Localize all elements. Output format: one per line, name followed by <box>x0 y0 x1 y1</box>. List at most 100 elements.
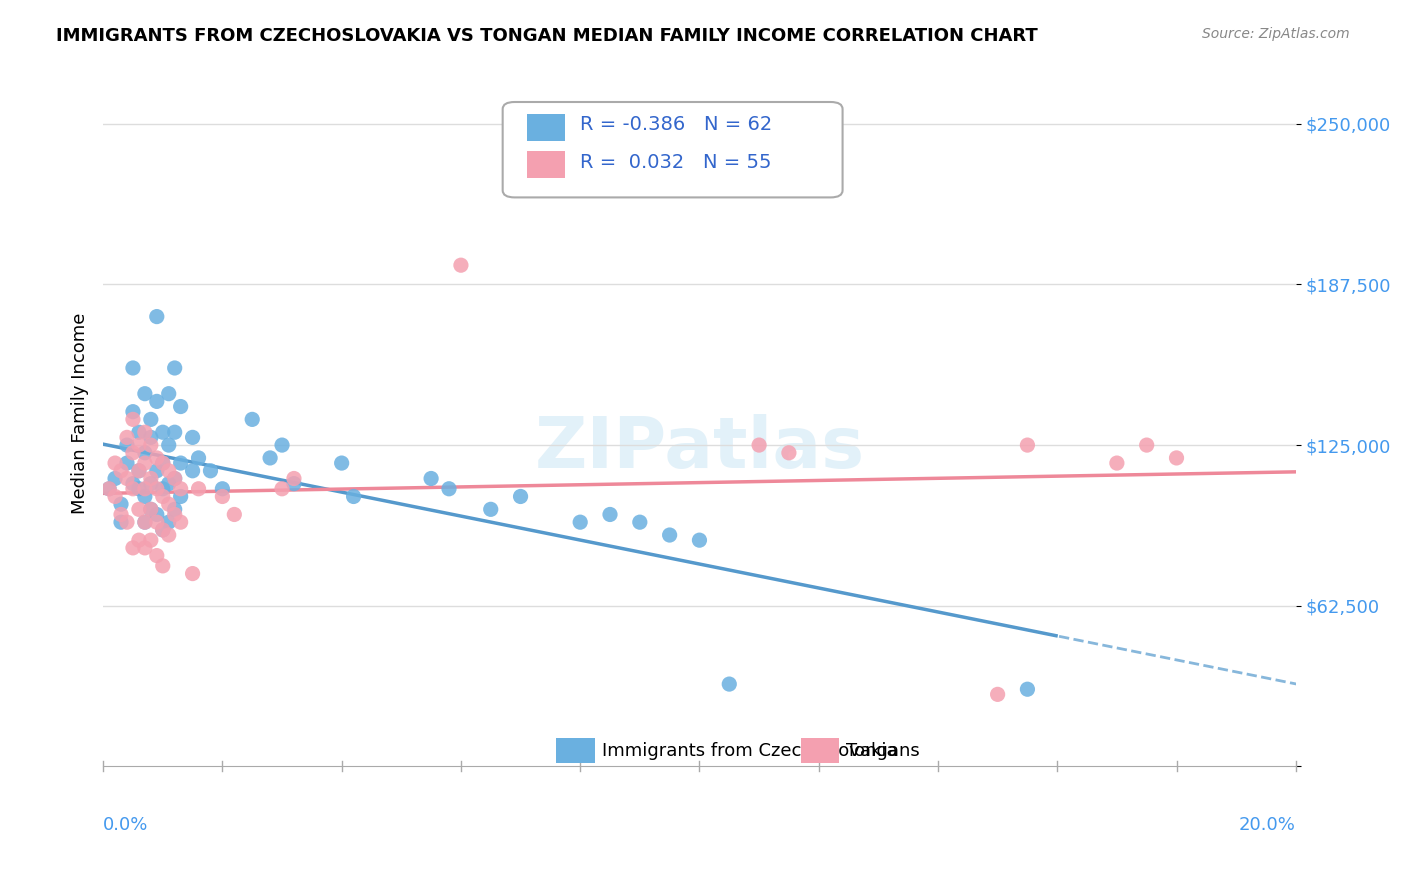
Point <box>187 450 209 465</box>
Point <box>157 476 180 491</box>
Point <box>146 450 169 465</box>
Text: 0.0%: 0.0% <box>103 816 149 834</box>
Point <box>122 541 145 555</box>
Point <box>224 508 246 522</box>
Text: Tongans: Tongans <box>846 742 920 760</box>
Point <box>259 450 281 465</box>
Point <box>599 508 621 522</box>
Point <box>181 430 204 444</box>
Point <box>211 490 233 504</box>
Point <box>122 412 145 426</box>
Text: R = -0.386   N = 62: R = -0.386 N = 62 <box>581 115 772 134</box>
Text: Source: ZipAtlas.com: Source: ZipAtlas.com <box>1202 27 1350 41</box>
Point <box>128 464 150 478</box>
Point <box>987 687 1010 701</box>
Point <box>139 502 162 516</box>
Point <box>128 425 150 440</box>
Point <box>163 508 186 522</box>
Point <box>658 528 681 542</box>
Text: ZIPatlas: ZIPatlas <box>534 414 865 483</box>
Point <box>122 405 145 419</box>
Point <box>134 482 156 496</box>
Point <box>128 482 150 496</box>
Text: R =  0.032   N = 55: R = 0.032 N = 55 <box>581 153 772 171</box>
Point <box>157 528 180 542</box>
Point <box>163 471 186 485</box>
Point <box>146 310 169 324</box>
Point <box>1017 438 1039 452</box>
Point <box>152 523 174 537</box>
Point <box>240 412 263 426</box>
Point <box>163 425 186 440</box>
Point <box>152 523 174 537</box>
Point <box>181 566 204 581</box>
Point <box>163 471 186 485</box>
Point <box>122 482 145 496</box>
Point <box>437 482 460 496</box>
Point <box>134 456 156 470</box>
Point <box>152 456 174 470</box>
FancyBboxPatch shape <box>503 102 842 197</box>
Point <box>157 497 180 511</box>
Point <box>128 438 150 452</box>
Point <box>181 464 204 478</box>
Point <box>718 677 741 691</box>
Point <box>146 508 169 522</box>
Point <box>163 502 186 516</box>
Point <box>688 533 710 548</box>
Point <box>152 425 174 440</box>
Point <box>169 490 191 504</box>
Point <box>169 515 191 529</box>
Point <box>330 456 353 470</box>
Point <box>146 394 169 409</box>
Point <box>115 438 138 452</box>
Point <box>146 549 169 563</box>
Point <box>139 476 162 491</box>
Point <box>134 446 156 460</box>
Point <box>128 464 150 478</box>
Text: Immigrants from Czechoslovakia: Immigrants from Czechoslovakia <box>602 742 897 760</box>
Point <box>146 515 169 529</box>
FancyBboxPatch shape <box>526 114 565 141</box>
Point <box>283 471 305 485</box>
Point <box>146 464 169 478</box>
FancyBboxPatch shape <box>557 738 595 763</box>
Point <box>134 386 156 401</box>
Point <box>163 361 186 376</box>
Point <box>98 482 121 496</box>
Point <box>128 533 150 548</box>
Point <box>157 515 180 529</box>
Point <box>169 456 191 470</box>
Point <box>139 533 162 548</box>
Point <box>104 456 127 470</box>
Point <box>200 464 222 478</box>
Point <box>122 446 145 460</box>
Point <box>110 508 132 522</box>
Point <box>152 490 174 504</box>
Point <box>134 541 156 555</box>
Point <box>778 446 800 460</box>
Point <box>157 464 180 478</box>
Point <box>139 412 162 426</box>
Point <box>157 438 180 452</box>
Point <box>157 386 180 401</box>
Point <box>110 515 132 529</box>
Point <box>628 515 651 529</box>
Point <box>115 471 138 485</box>
Point <box>748 438 770 452</box>
Point <box>110 497 132 511</box>
Point <box>98 482 121 496</box>
Text: 20.0%: 20.0% <box>1239 816 1296 834</box>
Point <box>342 490 364 504</box>
Point <box>1136 438 1159 452</box>
Point <box>1017 682 1039 697</box>
Point <box>569 515 592 529</box>
Point <box>152 558 174 573</box>
Point <box>122 361 145 376</box>
Point <box>134 515 156 529</box>
Point <box>104 490 127 504</box>
Point <box>1105 456 1128 470</box>
Point <box>139 502 162 516</box>
Point <box>134 515 156 529</box>
Point <box>104 471 127 485</box>
